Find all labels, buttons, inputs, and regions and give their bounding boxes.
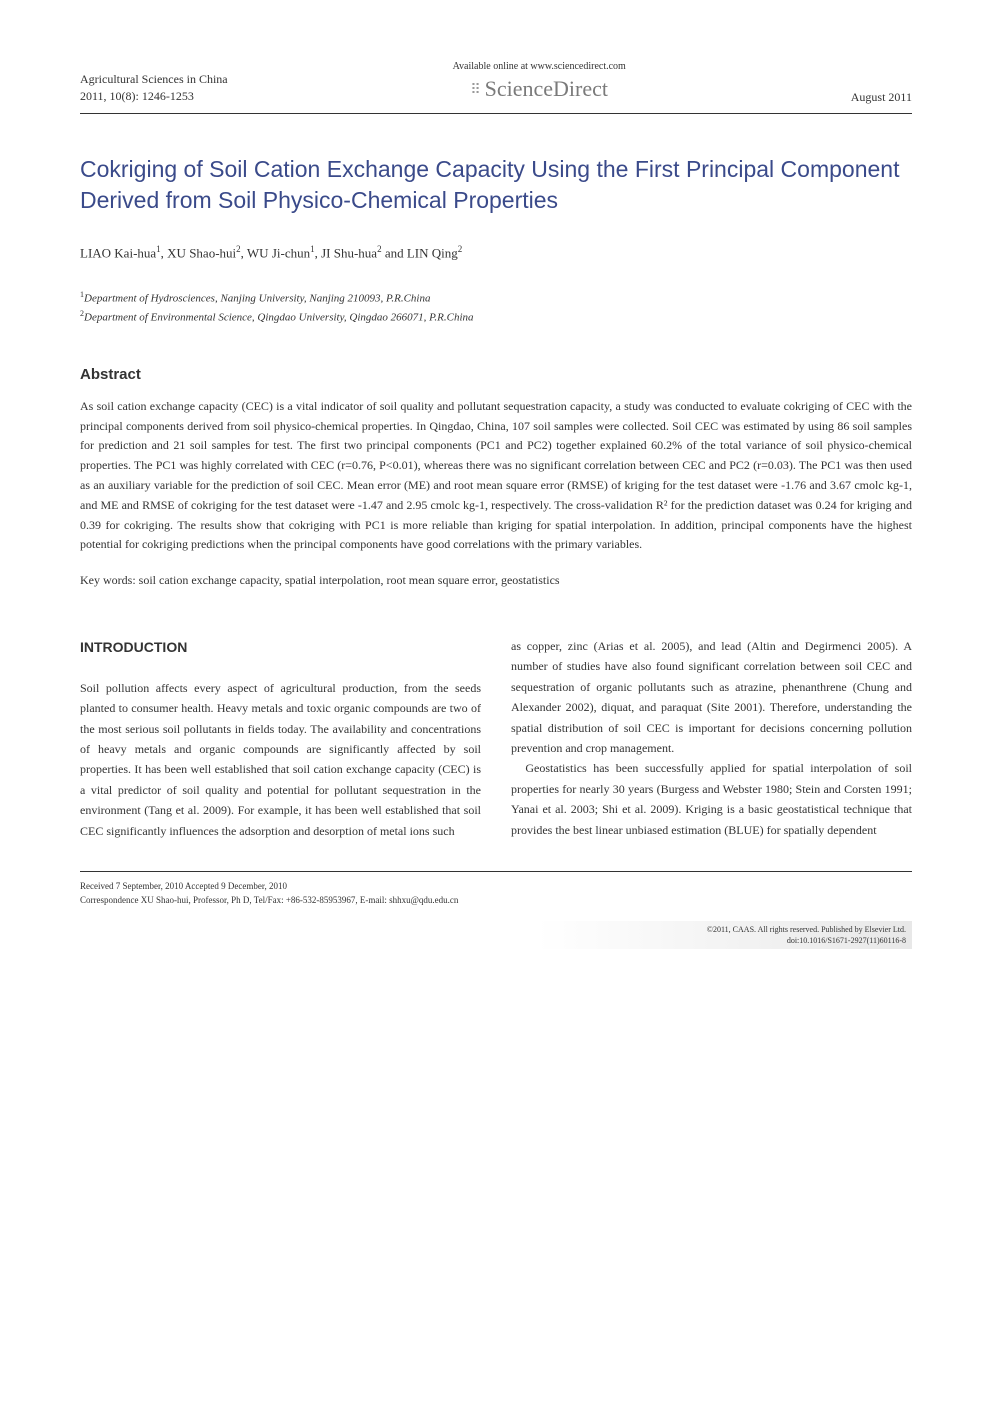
intro-col2-p1: as copper, zinc (Arias et al. 2005), and… [511,636,912,758]
authors-line: LIAO Kai-hua1, XU Shao-hui2, WU Ji-chun1… [80,244,912,261]
keywords-label: Key words: [80,573,136,587]
author-5: and LIN Qing [382,245,458,260]
intro-col1-p1: Soil pollution affects every aspect of a… [80,678,481,841]
intro-col-left: INTRODUCTION Soil pollution affects ever… [80,636,481,841]
author-5-sup: 2 [458,244,463,254]
received-line: Received 7 September, 2010 Accepted 9 De… [80,880,912,894]
aff1-text: Department of Hydrosciences, Nanjing Uni… [84,293,430,305]
available-online-text: Available online at www.sciencedirect.co… [453,60,626,74]
sd-dots-icon: ⠿ [470,81,480,101]
copyright-line-1: ©2011, CAAS. All rights reserved. Publis… [86,924,906,935]
affiliations-block: 1Department of Hydrosciences, Nanjing Un… [80,289,912,328]
author-1: LIAO Kai-hua [80,245,156,260]
article-title: Cokriging of Soil Cation Exchange Capaci… [80,154,912,216]
intro-heading: INTRODUCTION [80,636,481,660]
author-3: , WU Ji-chun [241,245,310,260]
affiliation-1: 1Department of Hydrosciences, Nanjing Un… [80,289,912,308]
abstract-text: As soil cation exchange capacity (CEC) i… [80,397,912,555]
footer-block: Received 7 September, 2010 Accepted 9 De… [80,871,912,907]
correspondence-line: Correspondence XU Shao-hui, Professor, P… [80,894,912,908]
issue-line: 2011, 10(8): 1246-1253 [80,88,228,105]
abstract-heading: Abstract [80,366,912,383]
page-header: Agricultural Sciences in China 2011, 10(… [80,60,912,114]
journal-info: Agricultural Sciences in China 2011, 10(… [80,71,228,105]
keywords-text: soil cation exchange capacity, spatial i… [136,573,560,587]
intro-columns: INTRODUCTION Soil pollution affects ever… [80,636,912,841]
sciencedirect-logo: ⠿ScienceDirect [453,74,626,105]
intro-col2-p2: Geostatistics has been successfully appl… [511,758,912,840]
keywords-line: Key words: soil cation exchange capacity… [80,573,912,588]
intro-col-right: as copper, zinc (Arias et al. 2005), and… [511,636,912,841]
aff2-text: Department of Environmental Science, Qin… [84,312,474,324]
sd-brand-text: ScienceDirect [485,76,608,101]
copyright-line-2: doi:10.1016/S1671-2927(11)60116-8 [86,935,906,946]
journal-name: Agricultural Sciences in China [80,71,228,88]
author-4: , JI Shu-hua [315,245,377,260]
pub-date: August 2011 [851,90,912,105]
affiliation-2: 2Department of Environmental Science, Qi… [80,308,912,327]
sciencedirect-block: Available online at www.sciencedirect.co… [453,60,626,105]
author-2: , XU Shao-hui [161,245,236,260]
copyright-block: ©2011, CAAS. All rights reserved. Publis… [80,921,912,949]
